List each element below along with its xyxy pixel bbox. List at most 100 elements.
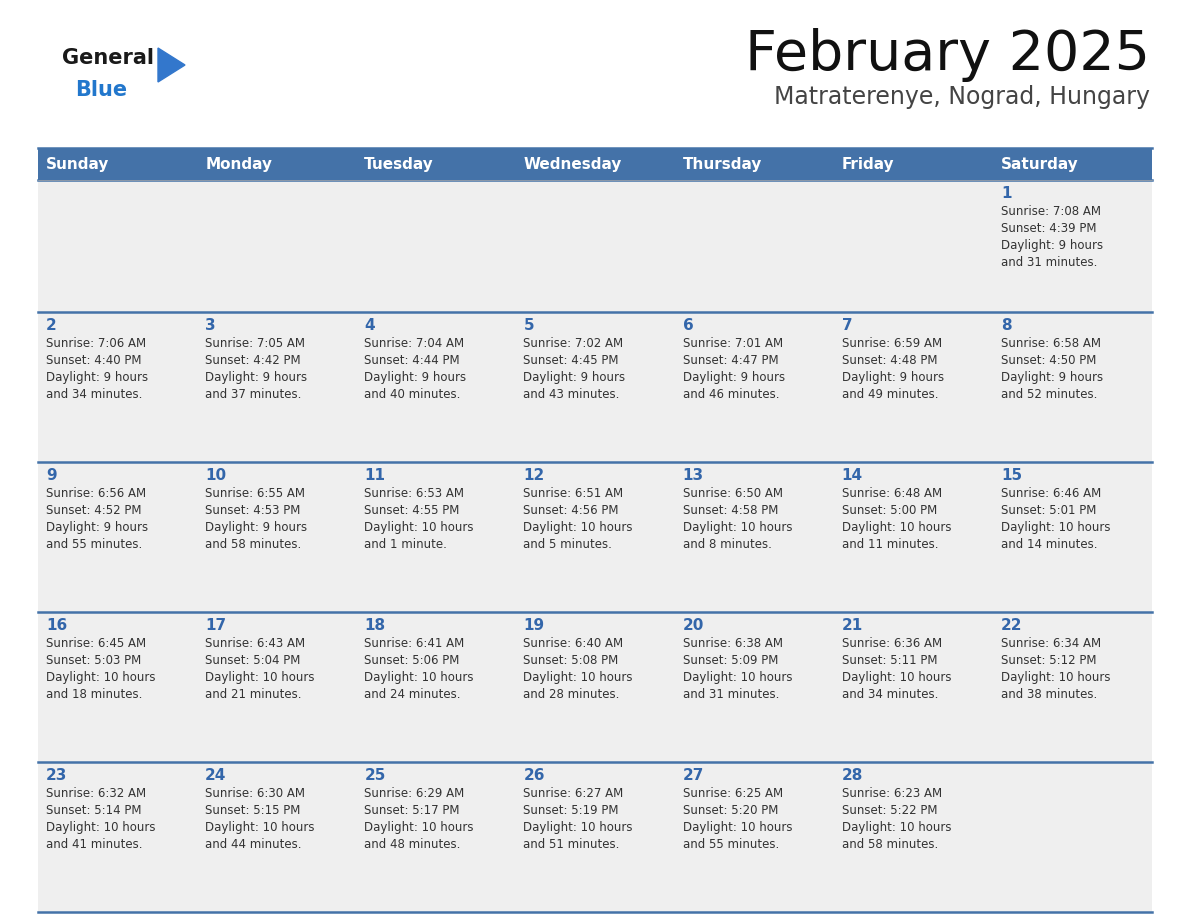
Text: 4: 4: [365, 318, 375, 333]
Text: 1: 1: [1000, 186, 1011, 201]
Bar: [38, 762, 197, 912]
Text: Sunrise: 6:53 AM
Sunset: 4:55 PM
Daylight: 10 hours
and 1 minute.: Sunrise: 6:53 AM Sunset: 4:55 PM Dayligh…: [365, 487, 474, 551]
Text: 15: 15: [1000, 468, 1022, 483]
Text: Sunrise: 6:46 AM
Sunset: 5:01 PM
Daylight: 10 hours
and 14 minutes.: Sunrise: 6:46 AM Sunset: 5:01 PM Dayligh…: [1000, 487, 1111, 551]
Text: Monday: Monday: [206, 156, 272, 172]
Bar: [197, 462, 356, 612]
Text: 14: 14: [842, 468, 862, 483]
Text: Sunrise: 6:48 AM
Sunset: 5:00 PM
Daylight: 10 hours
and 11 minutes.: Sunrise: 6:48 AM Sunset: 5:00 PM Dayligh…: [842, 487, 952, 551]
Text: Sunrise: 6:45 AM
Sunset: 5:03 PM
Daylight: 10 hours
and 18 minutes.: Sunrise: 6:45 AM Sunset: 5:03 PM Dayligh…: [46, 637, 156, 701]
Text: 12: 12: [524, 468, 544, 483]
Text: Sunrise: 6:41 AM
Sunset: 5:06 PM
Daylight: 10 hours
and 24 minutes.: Sunrise: 6:41 AM Sunset: 5:06 PM Dayligh…: [365, 637, 474, 701]
Text: Blue: Blue: [75, 80, 127, 100]
Text: 26: 26: [524, 768, 545, 783]
Text: 19: 19: [524, 618, 544, 633]
Text: 23: 23: [46, 768, 68, 783]
Bar: [834, 762, 993, 912]
Text: 17: 17: [206, 618, 226, 633]
Text: 27: 27: [683, 768, 704, 783]
Bar: [356, 762, 516, 912]
Text: Sunrise: 6:23 AM
Sunset: 5:22 PM
Daylight: 10 hours
and 58 minutes.: Sunrise: 6:23 AM Sunset: 5:22 PM Dayligh…: [842, 787, 952, 851]
Text: 2: 2: [46, 318, 57, 333]
Bar: [675, 180, 834, 312]
Text: Sunrise: 6:34 AM
Sunset: 5:12 PM
Daylight: 10 hours
and 38 minutes.: Sunrise: 6:34 AM Sunset: 5:12 PM Dayligh…: [1000, 637, 1111, 701]
Text: 25: 25: [365, 768, 386, 783]
Text: 18: 18: [365, 618, 385, 633]
Text: February 2025: February 2025: [745, 28, 1150, 82]
Bar: [516, 612, 675, 762]
Bar: [197, 612, 356, 762]
Bar: [197, 762, 356, 912]
Text: 6: 6: [683, 318, 694, 333]
Bar: [993, 148, 1152, 180]
Bar: [516, 312, 675, 462]
Bar: [356, 180, 516, 312]
Text: Sunrise: 7:02 AM
Sunset: 4:45 PM
Daylight: 9 hours
and 43 minutes.: Sunrise: 7:02 AM Sunset: 4:45 PM Dayligh…: [524, 337, 626, 401]
Polygon shape: [158, 48, 185, 82]
Text: 9: 9: [46, 468, 57, 483]
Text: Sunrise: 6:32 AM
Sunset: 5:14 PM
Daylight: 10 hours
and 41 minutes.: Sunrise: 6:32 AM Sunset: 5:14 PM Dayligh…: [46, 787, 156, 851]
Bar: [38, 180, 197, 312]
Bar: [993, 180, 1152, 312]
Bar: [675, 462, 834, 612]
Bar: [356, 612, 516, 762]
Text: Sunrise: 6:38 AM
Sunset: 5:09 PM
Daylight: 10 hours
and 31 minutes.: Sunrise: 6:38 AM Sunset: 5:09 PM Dayligh…: [683, 637, 792, 701]
Text: Sunday: Sunday: [46, 156, 109, 172]
Text: Sunrise: 7:06 AM
Sunset: 4:40 PM
Daylight: 9 hours
and 34 minutes.: Sunrise: 7:06 AM Sunset: 4:40 PM Dayligh…: [46, 337, 148, 401]
Text: 21: 21: [842, 618, 862, 633]
Bar: [834, 312, 993, 462]
Bar: [675, 148, 834, 180]
Text: General: General: [62, 48, 154, 68]
Text: Tuesday: Tuesday: [365, 156, 434, 172]
Text: Sunrise: 6:55 AM
Sunset: 4:53 PM
Daylight: 9 hours
and 58 minutes.: Sunrise: 6:55 AM Sunset: 4:53 PM Dayligh…: [206, 487, 308, 551]
Text: Wednesday: Wednesday: [524, 156, 621, 172]
Bar: [516, 180, 675, 312]
Text: 16: 16: [46, 618, 68, 633]
Bar: [356, 462, 516, 612]
Bar: [38, 462, 197, 612]
Bar: [675, 312, 834, 462]
Bar: [834, 148, 993, 180]
Text: Friday: Friday: [842, 156, 895, 172]
Text: Sunrise: 6:58 AM
Sunset: 4:50 PM
Daylight: 9 hours
and 52 minutes.: Sunrise: 6:58 AM Sunset: 4:50 PM Dayligh…: [1000, 337, 1102, 401]
Text: Sunrise: 6:40 AM
Sunset: 5:08 PM
Daylight: 10 hours
and 28 minutes.: Sunrise: 6:40 AM Sunset: 5:08 PM Dayligh…: [524, 637, 633, 701]
Text: 3: 3: [206, 318, 216, 333]
Bar: [356, 148, 516, 180]
Bar: [834, 180, 993, 312]
Text: Sunrise: 7:08 AM
Sunset: 4:39 PM
Daylight: 9 hours
and 31 minutes.: Sunrise: 7:08 AM Sunset: 4:39 PM Dayligh…: [1000, 205, 1102, 269]
Text: Saturday: Saturday: [1000, 156, 1079, 172]
Text: 13: 13: [683, 468, 703, 483]
Text: 10: 10: [206, 468, 226, 483]
Text: 22: 22: [1000, 618, 1023, 633]
Text: Matraterenye, Nograd, Hungary: Matraterenye, Nograd, Hungary: [775, 85, 1150, 109]
Bar: [993, 762, 1152, 912]
Bar: [38, 312, 197, 462]
Bar: [197, 180, 356, 312]
Text: 28: 28: [842, 768, 864, 783]
Text: Sunrise: 6:59 AM
Sunset: 4:48 PM
Daylight: 9 hours
and 49 minutes.: Sunrise: 6:59 AM Sunset: 4:48 PM Dayligh…: [842, 337, 943, 401]
Text: 7: 7: [842, 318, 852, 333]
Text: Sunrise: 6:25 AM
Sunset: 5:20 PM
Daylight: 10 hours
and 55 minutes.: Sunrise: 6:25 AM Sunset: 5:20 PM Dayligh…: [683, 787, 792, 851]
Text: Sunrise: 6:36 AM
Sunset: 5:11 PM
Daylight: 10 hours
and 34 minutes.: Sunrise: 6:36 AM Sunset: 5:11 PM Dayligh…: [842, 637, 952, 701]
Text: Sunrise: 6:50 AM
Sunset: 4:58 PM
Daylight: 10 hours
and 8 minutes.: Sunrise: 6:50 AM Sunset: 4:58 PM Dayligh…: [683, 487, 792, 551]
Bar: [516, 148, 675, 180]
Bar: [993, 462, 1152, 612]
Bar: [38, 612, 197, 762]
Bar: [993, 312, 1152, 462]
Text: Sunrise: 6:51 AM
Sunset: 4:56 PM
Daylight: 10 hours
and 5 minutes.: Sunrise: 6:51 AM Sunset: 4:56 PM Dayligh…: [524, 487, 633, 551]
Text: Sunrise: 6:30 AM
Sunset: 5:15 PM
Daylight: 10 hours
and 44 minutes.: Sunrise: 6:30 AM Sunset: 5:15 PM Dayligh…: [206, 787, 315, 851]
Bar: [993, 612, 1152, 762]
Text: 5: 5: [524, 318, 535, 333]
Text: Sunrise: 7:01 AM
Sunset: 4:47 PM
Daylight: 9 hours
and 46 minutes.: Sunrise: 7:01 AM Sunset: 4:47 PM Dayligh…: [683, 337, 785, 401]
Bar: [516, 762, 675, 912]
Bar: [38, 148, 197, 180]
Text: Sunrise: 7:04 AM
Sunset: 4:44 PM
Daylight: 9 hours
and 40 minutes.: Sunrise: 7:04 AM Sunset: 4:44 PM Dayligh…: [365, 337, 467, 401]
Bar: [197, 148, 356, 180]
Bar: [356, 312, 516, 462]
Text: 8: 8: [1000, 318, 1011, 333]
Bar: [675, 762, 834, 912]
Bar: [675, 612, 834, 762]
Text: Sunrise: 6:27 AM
Sunset: 5:19 PM
Daylight: 10 hours
and 51 minutes.: Sunrise: 6:27 AM Sunset: 5:19 PM Dayligh…: [524, 787, 633, 851]
Bar: [834, 612, 993, 762]
Bar: [834, 462, 993, 612]
